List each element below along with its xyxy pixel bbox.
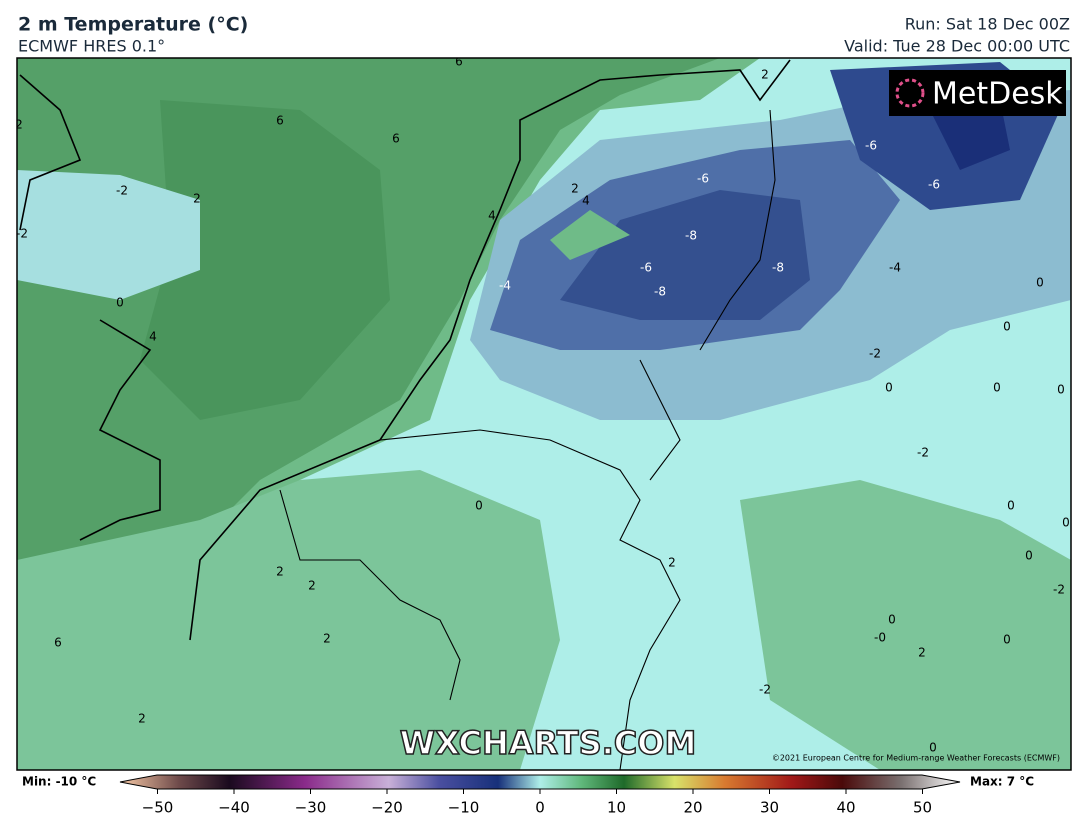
colorbar-tick-label: 50 xyxy=(913,799,932,817)
contour-label: -6 xyxy=(640,261,652,275)
colorbar-tick-label: −30 xyxy=(295,799,327,817)
contour-label: 2 xyxy=(193,192,201,206)
contour-label: -4 xyxy=(889,261,901,275)
contour-label: 2 xyxy=(668,556,676,570)
contour-label: 4 xyxy=(488,209,496,223)
borders xyxy=(279,109,776,770)
contour-label: 0 xyxy=(993,381,1001,395)
contour-label: 0 xyxy=(1003,320,1011,334)
colorbar-tick-label: −10 xyxy=(448,799,480,817)
contour-label: 2 xyxy=(138,712,146,726)
land-mild xyxy=(17,470,560,770)
contour-label: 2 xyxy=(308,579,316,593)
valid-time: Valid: Tue 28 Dec 00:00 UTC xyxy=(844,37,1070,56)
contour-label: 0 xyxy=(929,741,937,755)
contour-label: -2 xyxy=(1053,583,1065,597)
contour-label: -2 xyxy=(16,227,28,241)
colorbar-tick-label: −40 xyxy=(218,799,250,817)
contour-label: -2 xyxy=(917,446,929,460)
map-frame xyxy=(16,57,1072,771)
contour-label: -2 xyxy=(759,683,771,697)
contour-label: -6 xyxy=(928,178,940,192)
contour-label: -8 xyxy=(685,229,697,243)
colorbar-tick-label: 20 xyxy=(683,799,702,817)
contour-label: -2 xyxy=(116,184,128,198)
contour-label: -8 xyxy=(772,261,784,275)
contour-label: 0 xyxy=(1007,499,1015,513)
contour-label: 6 xyxy=(54,636,62,650)
coldest-area xyxy=(560,190,810,320)
logo-icon xyxy=(895,78,925,108)
colorbar-tick-label: 30 xyxy=(760,799,779,817)
land-mild-east xyxy=(740,480,1071,770)
contour-label: 2 xyxy=(761,68,769,82)
contour-label: 0 xyxy=(1036,276,1044,290)
contour-label: 0 xyxy=(116,296,124,310)
colorbar-tick-label: 10 xyxy=(607,799,626,817)
contour-label: 0 xyxy=(1025,549,1033,563)
contour-label: 0 xyxy=(888,613,896,627)
contour-label: 0 xyxy=(475,499,483,513)
copyright: ©2021 European Centre for Medium-range W… xyxy=(772,754,1060,763)
min-label: Min: -10 °C xyxy=(22,775,96,789)
colorbar-tick-label: 40 xyxy=(836,799,855,817)
contour-label: 2 xyxy=(323,632,331,646)
contour-label: -4 xyxy=(499,279,511,293)
contour-label: 2 xyxy=(918,646,926,660)
contour-label: 2 xyxy=(276,565,284,579)
contour-label: 2 xyxy=(571,182,579,196)
contour-label: 4 xyxy=(149,330,157,344)
contour-label: -8 xyxy=(654,285,666,299)
contour-label: 6 xyxy=(455,55,463,69)
colorbar-tick-label: −50 xyxy=(142,799,174,817)
logo-box xyxy=(889,70,1066,116)
max-label: Max: 7 °C xyxy=(970,775,1034,789)
contour-label: 0 xyxy=(1062,516,1070,530)
colorbar: Min: -10 °C Max: 7 °C −50 −40 −30 −20 −10 0 10… xyxy=(22,774,1034,817)
coastline xyxy=(19,59,791,641)
contour-label: 0 xyxy=(885,381,893,395)
contour-label: 0 xyxy=(1003,633,1011,647)
colorbar-bar xyxy=(119,774,961,790)
run-time: Run: Sat 18 Dec 00Z xyxy=(905,15,1070,34)
watermark: WXCHARTS.COM xyxy=(400,724,697,762)
colorbar-tick-label: 0 xyxy=(535,799,545,817)
title: 2 m Temperature (°C) xyxy=(18,14,248,36)
contour-label: 6 xyxy=(392,132,400,146)
sea-core xyxy=(140,100,390,420)
model: ECMWF HRES 0.1° xyxy=(18,37,165,56)
coldest-northeast xyxy=(930,100,1010,170)
contour-label: -6 xyxy=(697,172,709,186)
contour-label: -0 xyxy=(874,631,886,645)
contour-label: 2 xyxy=(15,118,23,132)
contour-label: -6 xyxy=(865,139,877,153)
contour-label: 4 xyxy=(582,194,590,208)
land-cold xyxy=(17,170,200,300)
logo: MetDesk xyxy=(932,77,1063,112)
colorbar-tick-label: −20 xyxy=(371,799,403,817)
contour-label: 0 xyxy=(1057,383,1065,397)
lake-warm xyxy=(550,210,630,260)
contour-label: 6 xyxy=(276,114,284,128)
contour-label: -2 xyxy=(869,347,881,361)
